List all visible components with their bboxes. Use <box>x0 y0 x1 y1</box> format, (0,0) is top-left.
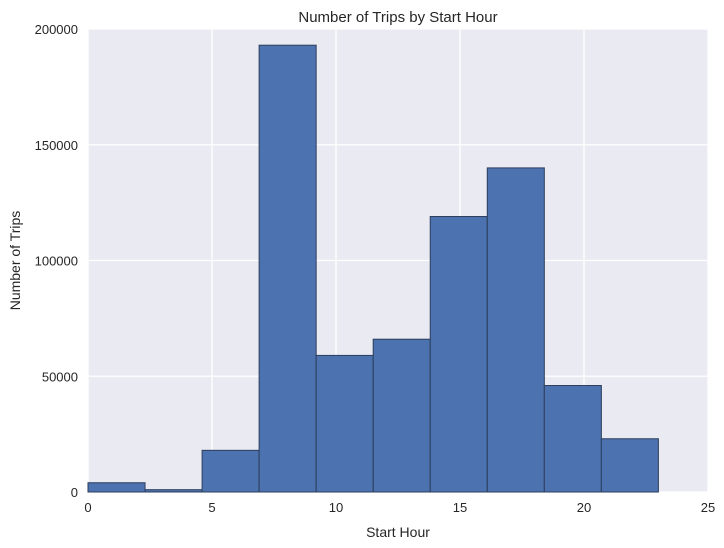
histogram-bar <box>258 44 317 493</box>
x-tick-label: 10 <box>329 500 343 515</box>
y-tick-labels: 0 50000 100000 150000 200000 <box>35 22 78 500</box>
histogram-bar <box>144 489 203 493</box>
x-tick-label: 5 <box>208 500 215 515</box>
histogram-bars <box>87 44 659 493</box>
histogram-bar <box>543 385 602 493</box>
y-tick-label: 50000 <box>42 369 78 384</box>
histogram-bar <box>600 438 659 493</box>
x-tick-label: 0 <box>84 500 91 515</box>
y-tick-label: 150000 <box>35 138 78 153</box>
x-tick-label: 20 <box>577 500 591 515</box>
histogram-bar <box>429 216 488 493</box>
y-tick-label: 200000 <box>35 22 78 37</box>
histogram-bar <box>87 482 146 493</box>
x-tick-label: 15 <box>453 500 467 515</box>
histogram-bar <box>315 354 374 493</box>
x-axis-label: Start Hour <box>366 524 430 540</box>
histogram-bar <box>486 167 545 493</box>
y-axis-label: Number of Trips <box>7 211 23 311</box>
y-tick-label: 0 <box>71 485 78 500</box>
grid-lines <box>87 28 709 493</box>
x-tick-labels: 0 5 10 15 20 25 <box>84 500 715 515</box>
histogram-bar <box>372 338 431 493</box>
histogram-bar <box>201 449 260 493</box>
chart-title: Number of Trips by Start Hour <box>298 9 497 26</box>
y-tick-label: 100000 <box>35 254 78 269</box>
x-tick-label: 25 <box>701 500 715 515</box>
